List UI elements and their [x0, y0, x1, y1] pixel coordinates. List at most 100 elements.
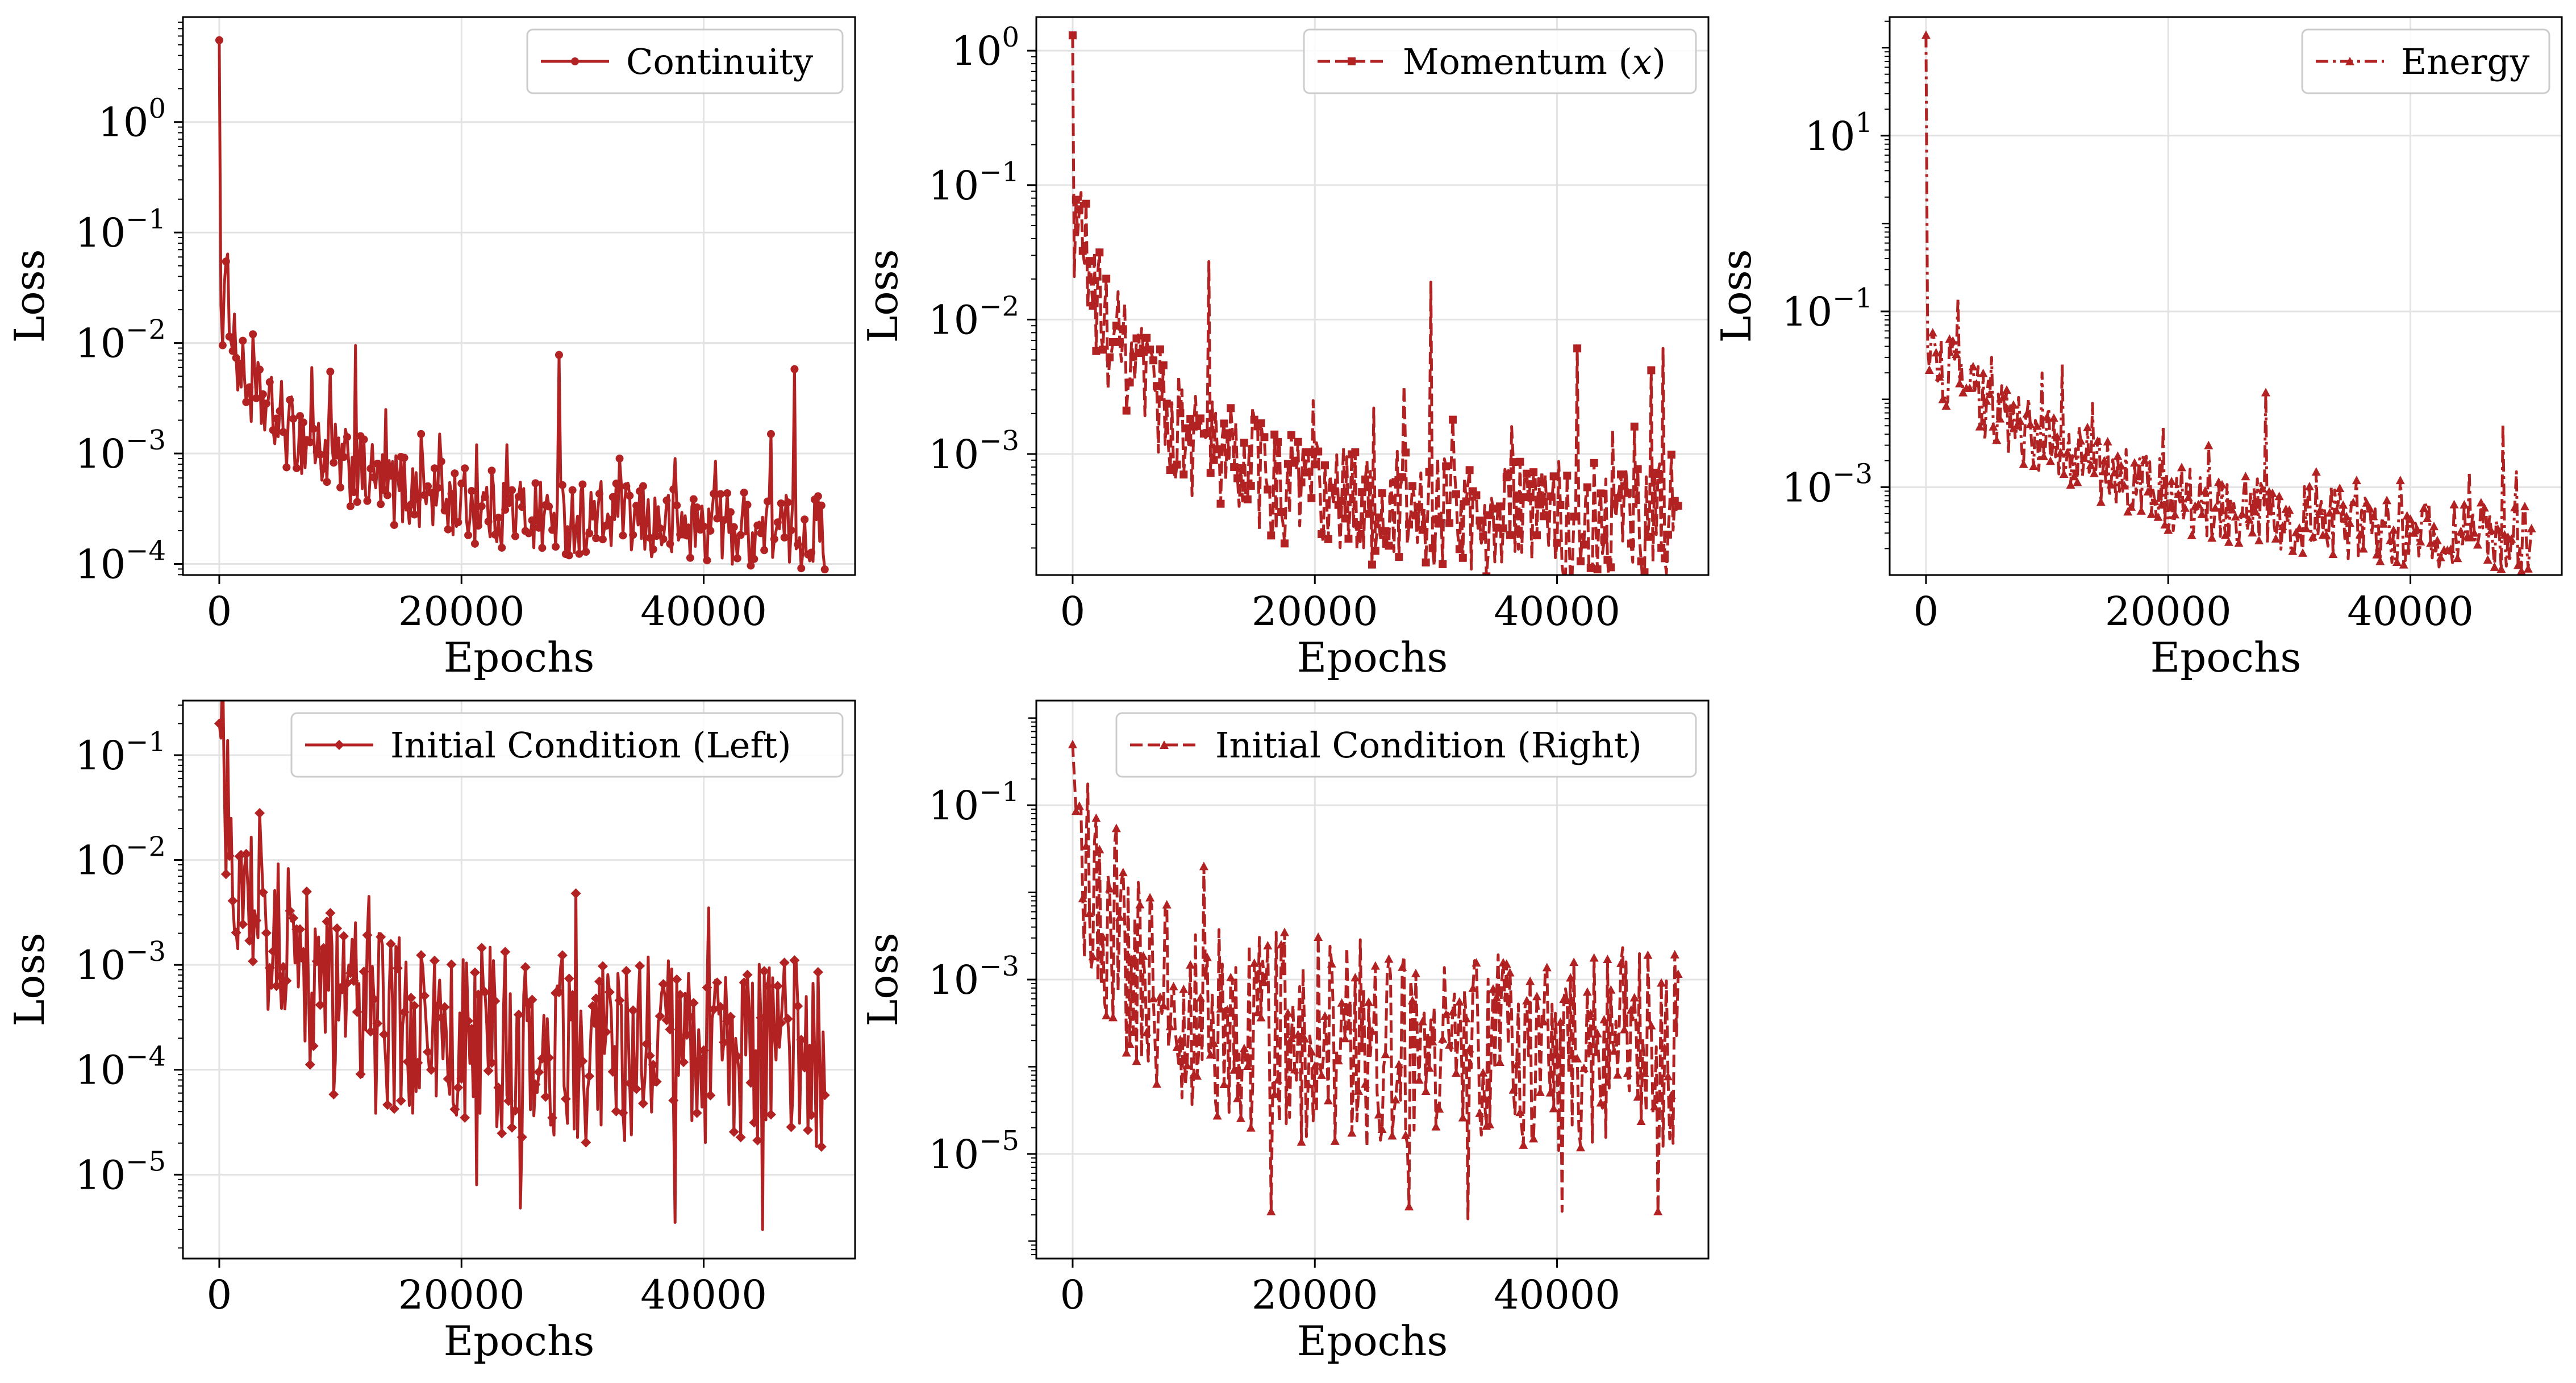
- data-point: [1102, 274, 1111, 283]
- data-point: [568, 486, 577, 494]
- data-point: [1654, 470, 1662, 478]
- data-point: [1458, 1113, 1468, 1122]
- data-point: [514, 493, 523, 501]
- data-point: [355, 1069, 366, 1080]
- data-point: [705, 1090, 716, 1101]
- data-point: [1992, 435, 2002, 444]
- data-point: [725, 1011, 736, 1022]
- data-point: [1600, 536, 1608, 544]
- data-point: [1623, 489, 1632, 497]
- data-point: [1119, 325, 1127, 334]
- data-point: [2136, 506, 2146, 515]
- data-point: [673, 501, 681, 510]
- data-point: [2527, 523, 2536, 532]
- data-point: [2180, 503, 2190, 512]
- legend-swatch-marker: [334, 740, 344, 750]
- data-point: [619, 531, 627, 540]
- data-point: [218, 341, 227, 349]
- data-point: [2022, 409, 2032, 418]
- data-point: [2267, 488, 2277, 497]
- data-point: [2254, 536, 2264, 545]
- data-point: [2237, 509, 2247, 518]
- data-point: [1519, 1140, 1528, 1149]
- data-point: [1213, 445, 1222, 453]
- data-point: [2271, 534, 2281, 543]
- data-point: [1629, 993, 1639, 1002]
- series-group: [214, 701, 830, 1231]
- data-point: [777, 499, 785, 507]
- data-point: [278, 961, 289, 972]
- y-tick-label: 10−2: [75, 314, 166, 367]
- x-tick-label: 20000: [1252, 588, 1378, 635]
- data-point: [2076, 436, 2086, 445]
- data-point: [747, 561, 755, 570]
- data-point: [1085, 257, 1094, 265]
- data-point: [1340, 1034, 1350, 1043]
- data-point: [1280, 539, 1289, 548]
- data-point: [621, 965, 632, 976]
- data-point: [743, 501, 752, 509]
- data-point: [796, 1035, 807, 1045]
- data-point: [1095, 248, 1104, 257]
- data-point: [456, 1073, 467, 1084]
- data-point: [1478, 1068, 1488, 1077]
- data-point: [1509, 458, 1518, 466]
- data-point: [801, 515, 809, 524]
- data-point: [1243, 1061, 1252, 1070]
- data-point: [1948, 336, 1958, 345]
- data-point: [2432, 535, 2442, 544]
- y-tick-label: 10−1: [928, 156, 1019, 209]
- data-point: [612, 480, 620, 488]
- data-point: [1270, 1089, 1279, 1098]
- data-point: [706, 527, 715, 535]
- data-point: [2372, 549, 2382, 559]
- data-point: [2486, 526, 2496, 535]
- legend-label: Initial Condition (Left): [390, 724, 791, 766]
- data-point: [370, 473, 378, 482]
- data-point: [2120, 481, 2129, 490]
- data-point: [369, 994, 380, 1005]
- y-tick-label: 10−3: [75, 936, 166, 989]
- data-point: [1351, 448, 1360, 457]
- data-point: [1344, 534, 1353, 543]
- data-point: [557, 950, 568, 961]
- data-point: [1307, 494, 1316, 502]
- x-axis-label: Epochs: [2150, 634, 2302, 681]
- data-point: [1617, 470, 1625, 478]
- data-point: [345, 968, 356, 978]
- data-point: [608, 493, 617, 501]
- data-point: [703, 556, 711, 565]
- data-point: [1145, 893, 1155, 902]
- legend-label: Continuity: [626, 41, 813, 82]
- data-point: [2039, 451, 2049, 460]
- data-point: [1179, 470, 1188, 479]
- data-point: [1486, 511, 1494, 519]
- data-point: [433, 484, 442, 492]
- data-point: [2160, 520, 2170, 529]
- data-point: [572, 524, 580, 533]
- data-point: [1195, 993, 1205, 1002]
- data-point: [1357, 1043, 1367, 1052]
- data-point: [1583, 483, 1591, 491]
- data-point: [419, 990, 430, 1001]
- data-point: [271, 981, 282, 992]
- data-point: [1438, 1034, 1448, 1043]
- data-point: [1146, 345, 1154, 354]
- data-point: [2362, 498, 2371, 507]
- data-point: [1239, 1043, 1249, 1052]
- y-tick-label: 10−1: [928, 776, 1019, 829]
- data-point: [666, 540, 674, 548]
- x-tick-label: 40000: [640, 1272, 767, 1318]
- data-point: [265, 378, 274, 386]
- data-point: [1158, 1001, 1168, 1010]
- data-point: [1290, 1065, 1299, 1074]
- data-point: [1257, 419, 1265, 428]
- data-point: [446, 959, 457, 970]
- data-point: [285, 906, 295, 917]
- data-point: [1566, 973, 1575, 982]
- data-point: [1495, 502, 1504, 511]
- data-point: [360, 435, 368, 444]
- data-point: [533, 1067, 544, 1077]
- data-point: [308, 1040, 319, 1051]
- data-point: [2123, 507, 2133, 516]
